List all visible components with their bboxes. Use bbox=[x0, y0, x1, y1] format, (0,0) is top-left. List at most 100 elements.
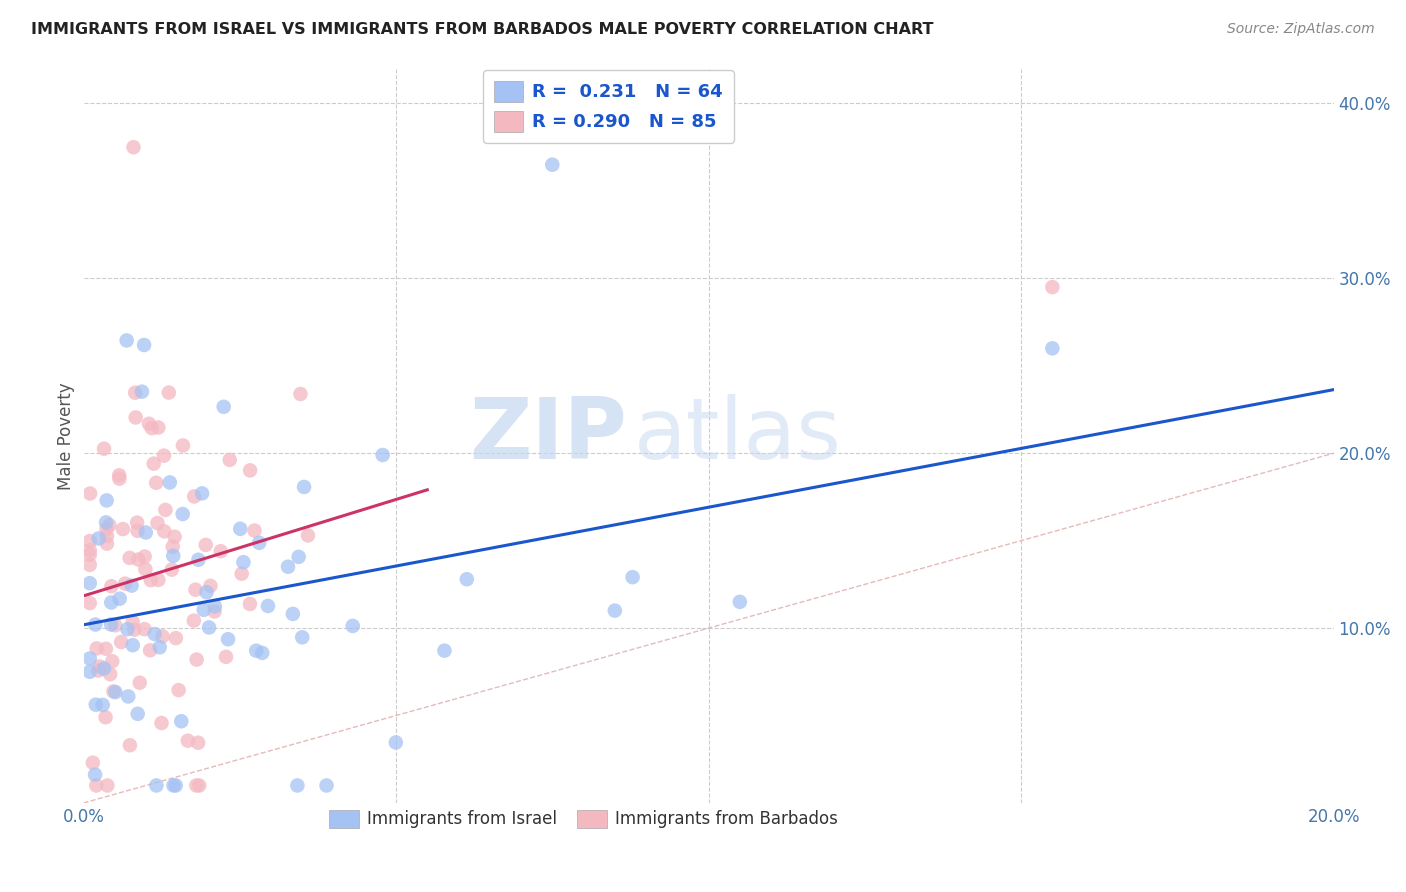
Point bbox=[104, 685, 127, 699]
Point bbox=[541, 158, 564, 172]
Point bbox=[177, 733, 200, 747]
Point bbox=[117, 622, 139, 636]
Point bbox=[94, 516, 117, 530]
Point bbox=[138, 417, 160, 431]
Point bbox=[134, 622, 156, 636]
Point bbox=[79, 665, 101, 679]
Point bbox=[232, 555, 254, 569]
Point bbox=[145, 779, 167, 793]
Point bbox=[245, 643, 267, 657]
Point bbox=[132, 338, 155, 352]
Text: ZIP: ZIP bbox=[470, 394, 627, 477]
Point bbox=[122, 140, 145, 154]
Point bbox=[153, 449, 176, 463]
Point bbox=[121, 615, 143, 629]
Point bbox=[115, 334, 138, 348]
Point bbox=[150, 716, 173, 731]
Point bbox=[198, 620, 221, 634]
Point bbox=[131, 384, 153, 399]
Point bbox=[134, 549, 156, 564]
Point bbox=[163, 530, 186, 544]
Point bbox=[145, 475, 167, 490]
Point bbox=[121, 578, 143, 592]
Point bbox=[371, 448, 394, 462]
Point bbox=[118, 550, 141, 565]
Point bbox=[111, 522, 134, 536]
Point bbox=[217, 632, 239, 647]
Point bbox=[124, 623, 146, 637]
Point bbox=[79, 558, 101, 572]
Point bbox=[603, 604, 626, 618]
Point bbox=[101, 654, 124, 668]
Point bbox=[125, 410, 148, 425]
Point bbox=[89, 659, 111, 673]
Point bbox=[100, 595, 122, 609]
Point bbox=[100, 579, 122, 593]
Point bbox=[94, 710, 117, 724]
Point bbox=[191, 486, 214, 500]
Point bbox=[281, 607, 304, 621]
Point bbox=[146, 516, 169, 530]
Point bbox=[104, 618, 127, 632]
Point bbox=[250, 646, 273, 660]
Point bbox=[172, 507, 194, 521]
Point bbox=[128, 675, 150, 690]
Text: atlas: atlas bbox=[634, 394, 842, 477]
Point bbox=[239, 463, 262, 477]
Point bbox=[96, 536, 118, 550]
Point bbox=[155, 503, 177, 517]
Point bbox=[84, 698, 107, 712]
Point bbox=[183, 490, 205, 504]
Point bbox=[117, 690, 139, 704]
Point bbox=[297, 528, 319, 542]
Point bbox=[1040, 341, 1063, 355]
Point bbox=[456, 572, 478, 586]
Point bbox=[342, 619, 364, 633]
Point bbox=[127, 524, 149, 538]
Point bbox=[134, 562, 156, 576]
Point bbox=[98, 667, 121, 681]
Point bbox=[160, 563, 183, 577]
Text: IMMIGRANTS FROM ISRAEL VS IMMIGRANTS FROM BARBADOS MALE POVERTY CORRELATION CHAR: IMMIGRANTS FROM ISRAEL VS IMMIGRANTS FRO… bbox=[31, 22, 934, 37]
Point bbox=[186, 652, 208, 666]
Point bbox=[167, 683, 190, 698]
Point bbox=[212, 400, 235, 414]
Point bbox=[157, 385, 180, 400]
Point bbox=[139, 643, 162, 657]
Text: Source: ZipAtlas.com: Source: ZipAtlas.com bbox=[1227, 22, 1375, 37]
Point bbox=[127, 552, 149, 566]
Point bbox=[257, 599, 280, 613]
Point bbox=[209, 544, 232, 558]
Point bbox=[91, 698, 114, 712]
Point bbox=[108, 591, 131, 606]
Point bbox=[187, 736, 209, 750]
Point bbox=[231, 566, 253, 581]
Point bbox=[148, 573, 170, 587]
Point bbox=[114, 576, 136, 591]
Point bbox=[728, 595, 751, 609]
Point bbox=[110, 635, 132, 649]
Point bbox=[87, 664, 110, 678]
Point bbox=[96, 779, 118, 793]
Point bbox=[103, 684, 125, 698]
Point bbox=[96, 522, 118, 536]
Point bbox=[315, 779, 337, 793]
Point bbox=[170, 714, 193, 729]
Point bbox=[247, 536, 270, 550]
Point bbox=[162, 540, 184, 554]
Point bbox=[218, 453, 240, 467]
Point bbox=[1040, 280, 1063, 294]
Point bbox=[79, 486, 101, 500]
Point bbox=[149, 640, 172, 655]
Point bbox=[204, 604, 226, 618]
Point bbox=[200, 579, 222, 593]
Point bbox=[215, 649, 238, 664]
Point bbox=[172, 438, 194, 452]
Point bbox=[184, 582, 207, 597]
Point bbox=[96, 529, 118, 543]
Point bbox=[121, 638, 143, 652]
Point bbox=[108, 468, 131, 483]
Point bbox=[79, 534, 101, 549]
Point bbox=[162, 779, 184, 793]
Point bbox=[277, 559, 299, 574]
